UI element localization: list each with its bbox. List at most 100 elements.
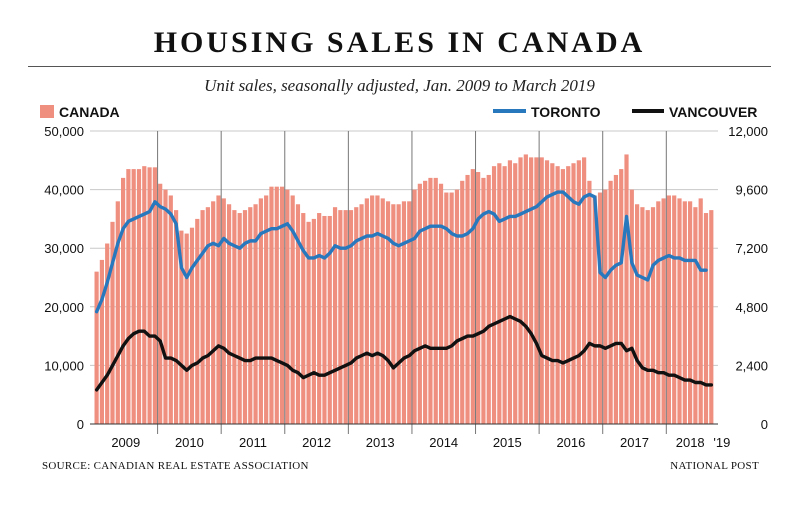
x-tick-label: 2010 [175, 435, 204, 450]
right-axis-tick-label: 4,800 [735, 300, 768, 315]
bar-canada [306, 221, 311, 424]
bar-canada [433, 177, 438, 424]
bar-canada [661, 198, 666, 424]
bar-canada [682, 201, 687, 424]
right-axis-tick-label: 2,400 [735, 358, 768, 373]
bar-canada [666, 195, 672, 424]
bar-canada [534, 157, 539, 424]
bar-canada [592, 195, 597, 424]
x-tick-label: 2017 [620, 435, 649, 450]
bar-canada [650, 207, 656, 424]
bar-canada [560, 169, 566, 424]
source-note: SOURCE: CANADIAN REAL ESTATE ASSOCIATION [42, 460, 309, 472]
bar-canada [629, 189, 634, 424]
bar-canada [550, 163, 555, 425]
bar-canada [142, 166, 147, 424]
bar-canada [285, 189, 290, 424]
bar-canada [274, 186, 279, 424]
bar-canada [396, 204, 401, 424]
bar-canada [237, 213, 242, 424]
left-axis-tick-label: 0 [77, 417, 84, 432]
bar-canada [163, 189, 168, 424]
bar-canada [576, 160, 581, 425]
bar-canada [470, 169, 475, 424]
bar-canada [423, 180, 428, 424]
bar-canada [709, 210, 714, 424]
bar-canada [539, 157, 544, 424]
chart-subtitle: Unit sales, seasonally adjusted, Jan. 20… [204, 76, 595, 95]
bar-canada [385, 201, 391, 424]
bar-canada [619, 169, 624, 424]
bar-canada [677, 198, 682, 424]
bar-canada [391, 204, 396, 424]
legend-swatch-canada [40, 105, 54, 118]
bar-canada [693, 207, 698, 424]
x-tick-label: 2011 [239, 435, 267, 450]
bar-canada [126, 169, 131, 424]
bar-canada [624, 154, 629, 424]
bar-canada [152, 167, 157, 424]
bar-canada [428, 177, 433, 424]
bar-canada [412, 189, 417, 424]
bar-canada [295, 204, 301, 424]
x-tick-label: 2009 [111, 435, 140, 450]
bar-canada [529, 157, 534, 424]
bar-canada [603, 189, 608, 424]
bar-canada [645, 210, 650, 424]
bar-canada [491, 166, 497, 424]
bar-canada [279, 186, 285, 424]
bar-canada [497, 163, 502, 425]
bar-canada [449, 192, 454, 424]
bar-canada [375, 195, 380, 424]
bar-canada [613, 174, 619, 424]
bar-canada [486, 174, 491, 424]
title-rule [28, 66, 771, 67]
bar-canada [640, 207, 645, 424]
bar-canada [211, 201, 216, 424]
left-axis-tick-label: 10,000 [44, 358, 84, 373]
chart-title: HOUSING SALES IN CANADA [153, 26, 646, 59]
x-tick-label: 2016 [556, 435, 585, 450]
series-line-vancouver [94, 314, 714, 392]
bar-canada [332, 207, 338, 424]
bar-canada [147, 167, 152, 424]
bar-canada [317, 213, 322, 424]
bar-canada [444, 192, 449, 424]
bar-canada [571, 163, 576, 425]
bar-canada [264, 195, 269, 424]
bar-canada [688, 201, 693, 424]
bar-canada [608, 180, 613, 424]
bar-canada [221, 198, 226, 424]
bar-canada [566, 166, 571, 424]
bar-canada [502, 166, 507, 424]
x-tick-label: 2012 [302, 435, 331, 450]
left-axis-tick-label: 50,000 [44, 124, 84, 139]
bar-canada [582, 157, 587, 424]
bar-canada [698, 198, 703, 424]
legend-label-vancouver: VANCOUVER [669, 104, 757, 120]
bar-canada [99, 259, 104, 424]
bar-canada [481, 177, 486, 424]
right-axis-tick-label: 12,000 [728, 124, 768, 139]
bar-canada [184, 233, 189, 424]
bar-canada [131, 169, 136, 424]
bar-canada [359, 204, 364, 424]
bar-canada [327, 215, 332, 424]
bar-canada [195, 218, 200, 424]
bar-canada [301, 213, 306, 424]
bar-canada [105, 243, 110, 424]
bar-canada [338, 210, 343, 424]
left-axis-tick-label: 30,000 [44, 241, 84, 256]
bar-canada [656, 201, 661, 424]
bar-canada [258, 198, 263, 424]
bar-canada [364, 198, 369, 424]
bar-canada [189, 227, 195, 424]
bar-canada [136, 169, 142, 424]
bar-canada [672, 195, 677, 424]
bar-canada [248, 207, 253, 424]
bar-canada [460, 180, 465, 424]
bar-canada [311, 218, 316, 424]
bar-canada [507, 160, 513, 425]
bar-canada [253, 204, 258, 424]
